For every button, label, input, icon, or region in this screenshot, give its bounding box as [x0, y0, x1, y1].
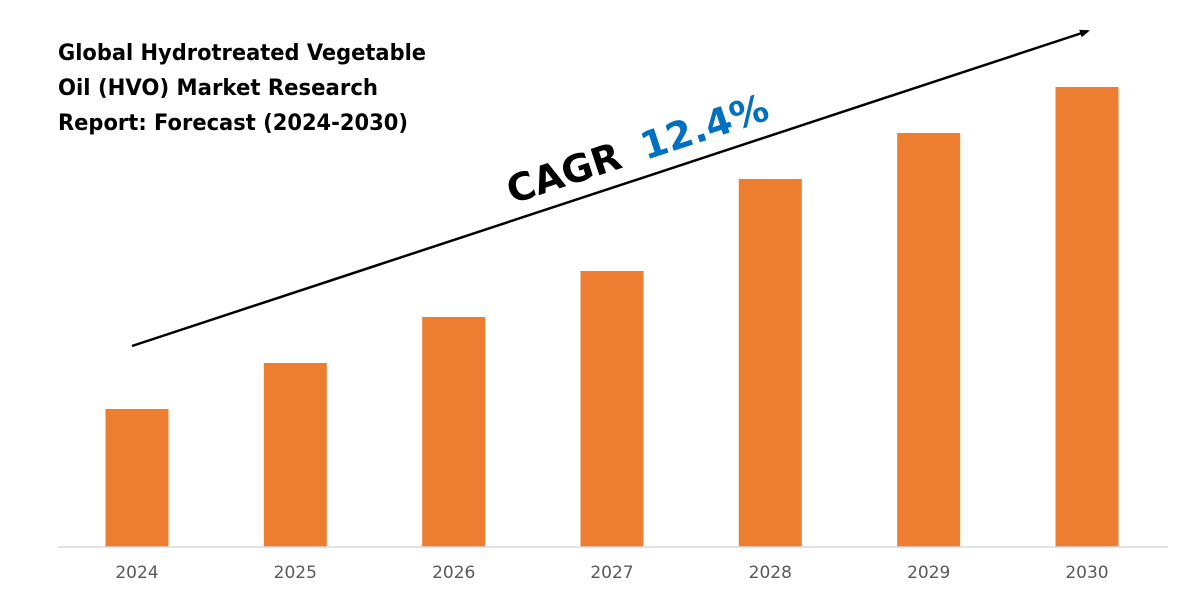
chart-title: Global Hydrotreated Vegetable Oil (HVO) …	[58, 41, 426, 136]
x-tick-label-2029: 2029	[907, 563, 950, 583]
bar-2029	[897, 133, 961, 547]
x-tick-label-2025: 2025	[274, 563, 317, 583]
bar-2027	[580, 271, 644, 547]
bar-2026	[422, 317, 486, 547]
x-tick-label-2026: 2026	[432, 563, 475, 583]
bars-group	[105, 87, 1119, 547]
x-tick-label-2028: 2028	[749, 563, 792, 583]
bar-2030	[1055, 87, 1119, 547]
x-tick-label-2024: 2024	[115, 563, 158, 583]
x-tick-label-2030: 2030	[1065, 563, 1108, 583]
trend-arrow	[131, 29, 1090, 348]
bar-2025	[263, 363, 327, 547]
chart-title-line-3: Report: Forecast (2024-2030)	[58, 111, 408, 136]
x-tick-label-2027: 2027	[590, 563, 633, 583]
bar-2024	[105, 409, 169, 547]
chart-title-line-1: Global Hydrotreated Vegetable	[58, 41, 426, 66]
cagr-label: CAGR	[501, 134, 627, 213]
chart-title-line-2: Oil (HVO) Market Research	[58, 76, 378, 101]
x-tick-labels: 2024 2025 2026 2027 2028 2029 2030	[115, 563, 1108, 583]
bar-2028	[738, 179, 802, 547]
